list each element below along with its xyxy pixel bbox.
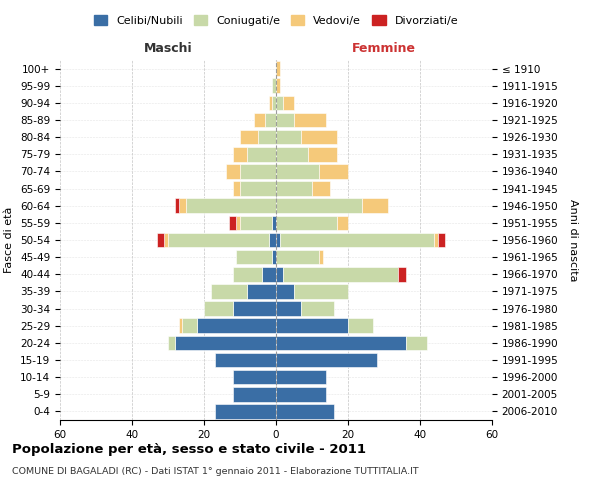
Bar — [276, 198, 362, 213]
Bar — [247, 284, 276, 298]
Bar — [294, 112, 326, 128]
Bar — [276, 318, 348, 333]
Bar — [211, 284, 247, 298]
Bar — [276, 352, 377, 368]
Bar — [348, 318, 373, 333]
Bar — [240, 182, 276, 196]
Bar — [319, 250, 323, 264]
Bar — [276, 404, 334, 418]
Bar — [272, 216, 276, 230]
Bar — [168, 232, 269, 248]
Bar — [301, 302, 334, 316]
Bar — [233, 370, 276, 384]
Bar — [276, 284, 294, 298]
Bar — [179, 318, 182, 333]
Bar — [276, 370, 326, 384]
Text: Femmine: Femmine — [352, 42, 416, 55]
Bar — [233, 387, 276, 402]
Bar — [204, 302, 233, 316]
Bar — [240, 130, 258, 144]
Bar — [262, 267, 276, 281]
Bar — [438, 232, 445, 248]
Bar — [276, 112, 294, 128]
Bar — [215, 352, 276, 368]
Bar — [434, 232, 438, 248]
Bar — [272, 96, 276, 110]
Bar — [182, 318, 197, 333]
Bar — [233, 267, 262, 281]
Bar — [276, 147, 308, 162]
Bar — [157, 232, 164, 248]
Bar — [276, 302, 301, 316]
Bar — [276, 164, 319, 178]
Bar — [175, 336, 276, 350]
Bar — [294, 284, 348, 298]
Bar — [186, 198, 276, 213]
Text: COMUNE DI BAGALADI (RC) - Dati ISTAT 1° gennaio 2011 - Elaborazione TUTTITALIA.I: COMUNE DI BAGALADI (RC) - Dati ISTAT 1° … — [12, 468, 419, 476]
Bar — [276, 232, 280, 248]
Text: Maschi: Maschi — [143, 42, 193, 55]
Bar — [247, 147, 276, 162]
Y-axis label: Anni di nascita: Anni di nascita — [568, 198, 578, 281]
Y-axis label: Fasce di età: Fasce di età — [4, 207, 14, 273]
Bar — [301, 130, 337, 144]
Legend: Celibi/Nubili, Coniugati/e, Vedovi/e, Divorziati/e: Celibi/Nubili, Coniugati/e, Vedovi/e, Di… — [89, 10, 463, 30]
Bar — [265, 112, 276, 128]
Bar — [258, 130, 276, 144]
Bar — [226, 164, 240, 178]
Bar — [272, 78, 276, 93]
Bar — [276, 62, 280, 76]
Bar — [337, 216, 348, 230]
Bar — [283, 96, 294, 110]
Bar — [283, 267, 398, 281]
Bar — [276, 130, 301, 144]
Bar — [398, 267, 406, 281]
Bar — [236, 250, 272, 264]
Bar — [312, 182, 330, 196]
Bar — [276, 96, 283, 110]
Bar — [276, 387, 326, 402]
Text: Popolazione per età, sesso e stato civile - 2011: Popolazione per età, sesso e stato civil… — [12, 442, 366, 456]
Bar — [276, 250, 319, 264]
Bar — [276, 216, 337, 230]
Bar — [319, 164, 348, 178]
Bar — [229, 216, 236, 230]
Bar — [269, 232, 276, 248]
Bar — [362, 198, 388, 213]
Bar — [164, 232, 168, 248]
Bar — [406, 336, 427, 350]
Bar — [240, 164, 276, 178]
Bar — [233, 182, 240, 196]
Bar — [280, 232, 434, 248]
Bar — [233, 302, 276, 316]
Bar — [276, 182, 312, 196]
Bar — [197, 318, 276, 333]
Bar — [233, 147, 247, 162]
Bar — [215, 404, 276, 418]
Bar — [254, 112, 265, 128]
Bar — [179, 198, 186, 213]
Bar — [240, 216, 272, 230]
Bar — [276, 267, 283, 281]
Bar — [276, 336, 406, 350]
Bar — [276, 78, 280, 93]
Bar — [308, 147, 337, 162]
Bar — [175, 198, 179, 213]
Bar — [168, 336, 175, 350]
Bar — [236, 216, 240, 230]
Bar — [269, 96, 272, 110]
Bar — [272, 250, 276, 264]
